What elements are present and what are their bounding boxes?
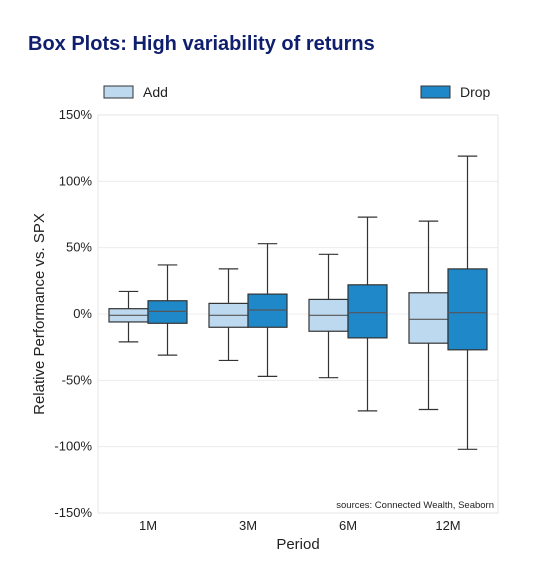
box-body <box>147 300 188 324</box>
legend: Add Drop <box>103 84 491 100</box>
y-axis-label: Relative Performance vs. SPX <box>31 213 48 415</box>
legend-item-drop: Drop <box>420 84 491 100</box>
legend-label: Add <box>143 84 168 100</box>
x-tick-label: 6M <box>339 518 357 533</box>
y-tick-label: -150% <box>54 505 92 520</box>
x-tick-labels: 1M 3M 6M 12M <box>139 518 461 533</box>
box-drop-12m <box>447 155 488 450</box>
y-tick-label: 50% <box>66 240 92 255</box>
x-tick-label: 3M <box>239 518 257 533</box>
box-add-1m <box>108 290 149 343</box>
legend-item-add: Add <box>103 84 168 100</box>
y-tick-label: 0% <box>73 306 92 321</box>
box-drop-6m <box>347 216 388 412</box>
box-add-6m <box>308 253 349 379</box>
y-tick-label: -100% <box>54 439 92 454</box>
x-tick-label: 1M <box>139 518 157 533</box>
chart-title: Box Plots: High variability of returns <box>28 33 375 55</box>
plot-frame <box>97 114 499 514</box>
x-axis-label: Period <box>276 536 319 553</box>
y-tick-label: 100% <box>59 173 93 188</box>
y-tick-label: -50% <box>62 372 93 387</box>
box-body <box>247 293 288 328</box>
legend-swatch <box>103 85 134 99</box>
box-body <box>447 268 488 351</box>
y-tick-labels: 150% 100% 50% 0% -50% -100% -150% <box>54 107 92 520</box>
box-add-12m <box>408 220 449 411</box>
legend-label: Drop <box>460 84 491 100</box>
legend-swatch <box>420 85 451 99</box>
y-tick-label: 150% <box>59 107 93 122</box>
boxes <box>108 155 488 450</box>
box-drop-1m <box>147 264 188 356</box>
box-body <box>408 292 449 344</box>
source-note: sources: Connected Wealth, Seaborn <box>336 500 494 511</box>
x-tick-label: 12M <box>435 518 460 533</box>
box-add-3m <box>208 268 249 362</box>
box-body <box>347 284 388 339</box>
box-drop-3m <box>247 243 288 377</box>
